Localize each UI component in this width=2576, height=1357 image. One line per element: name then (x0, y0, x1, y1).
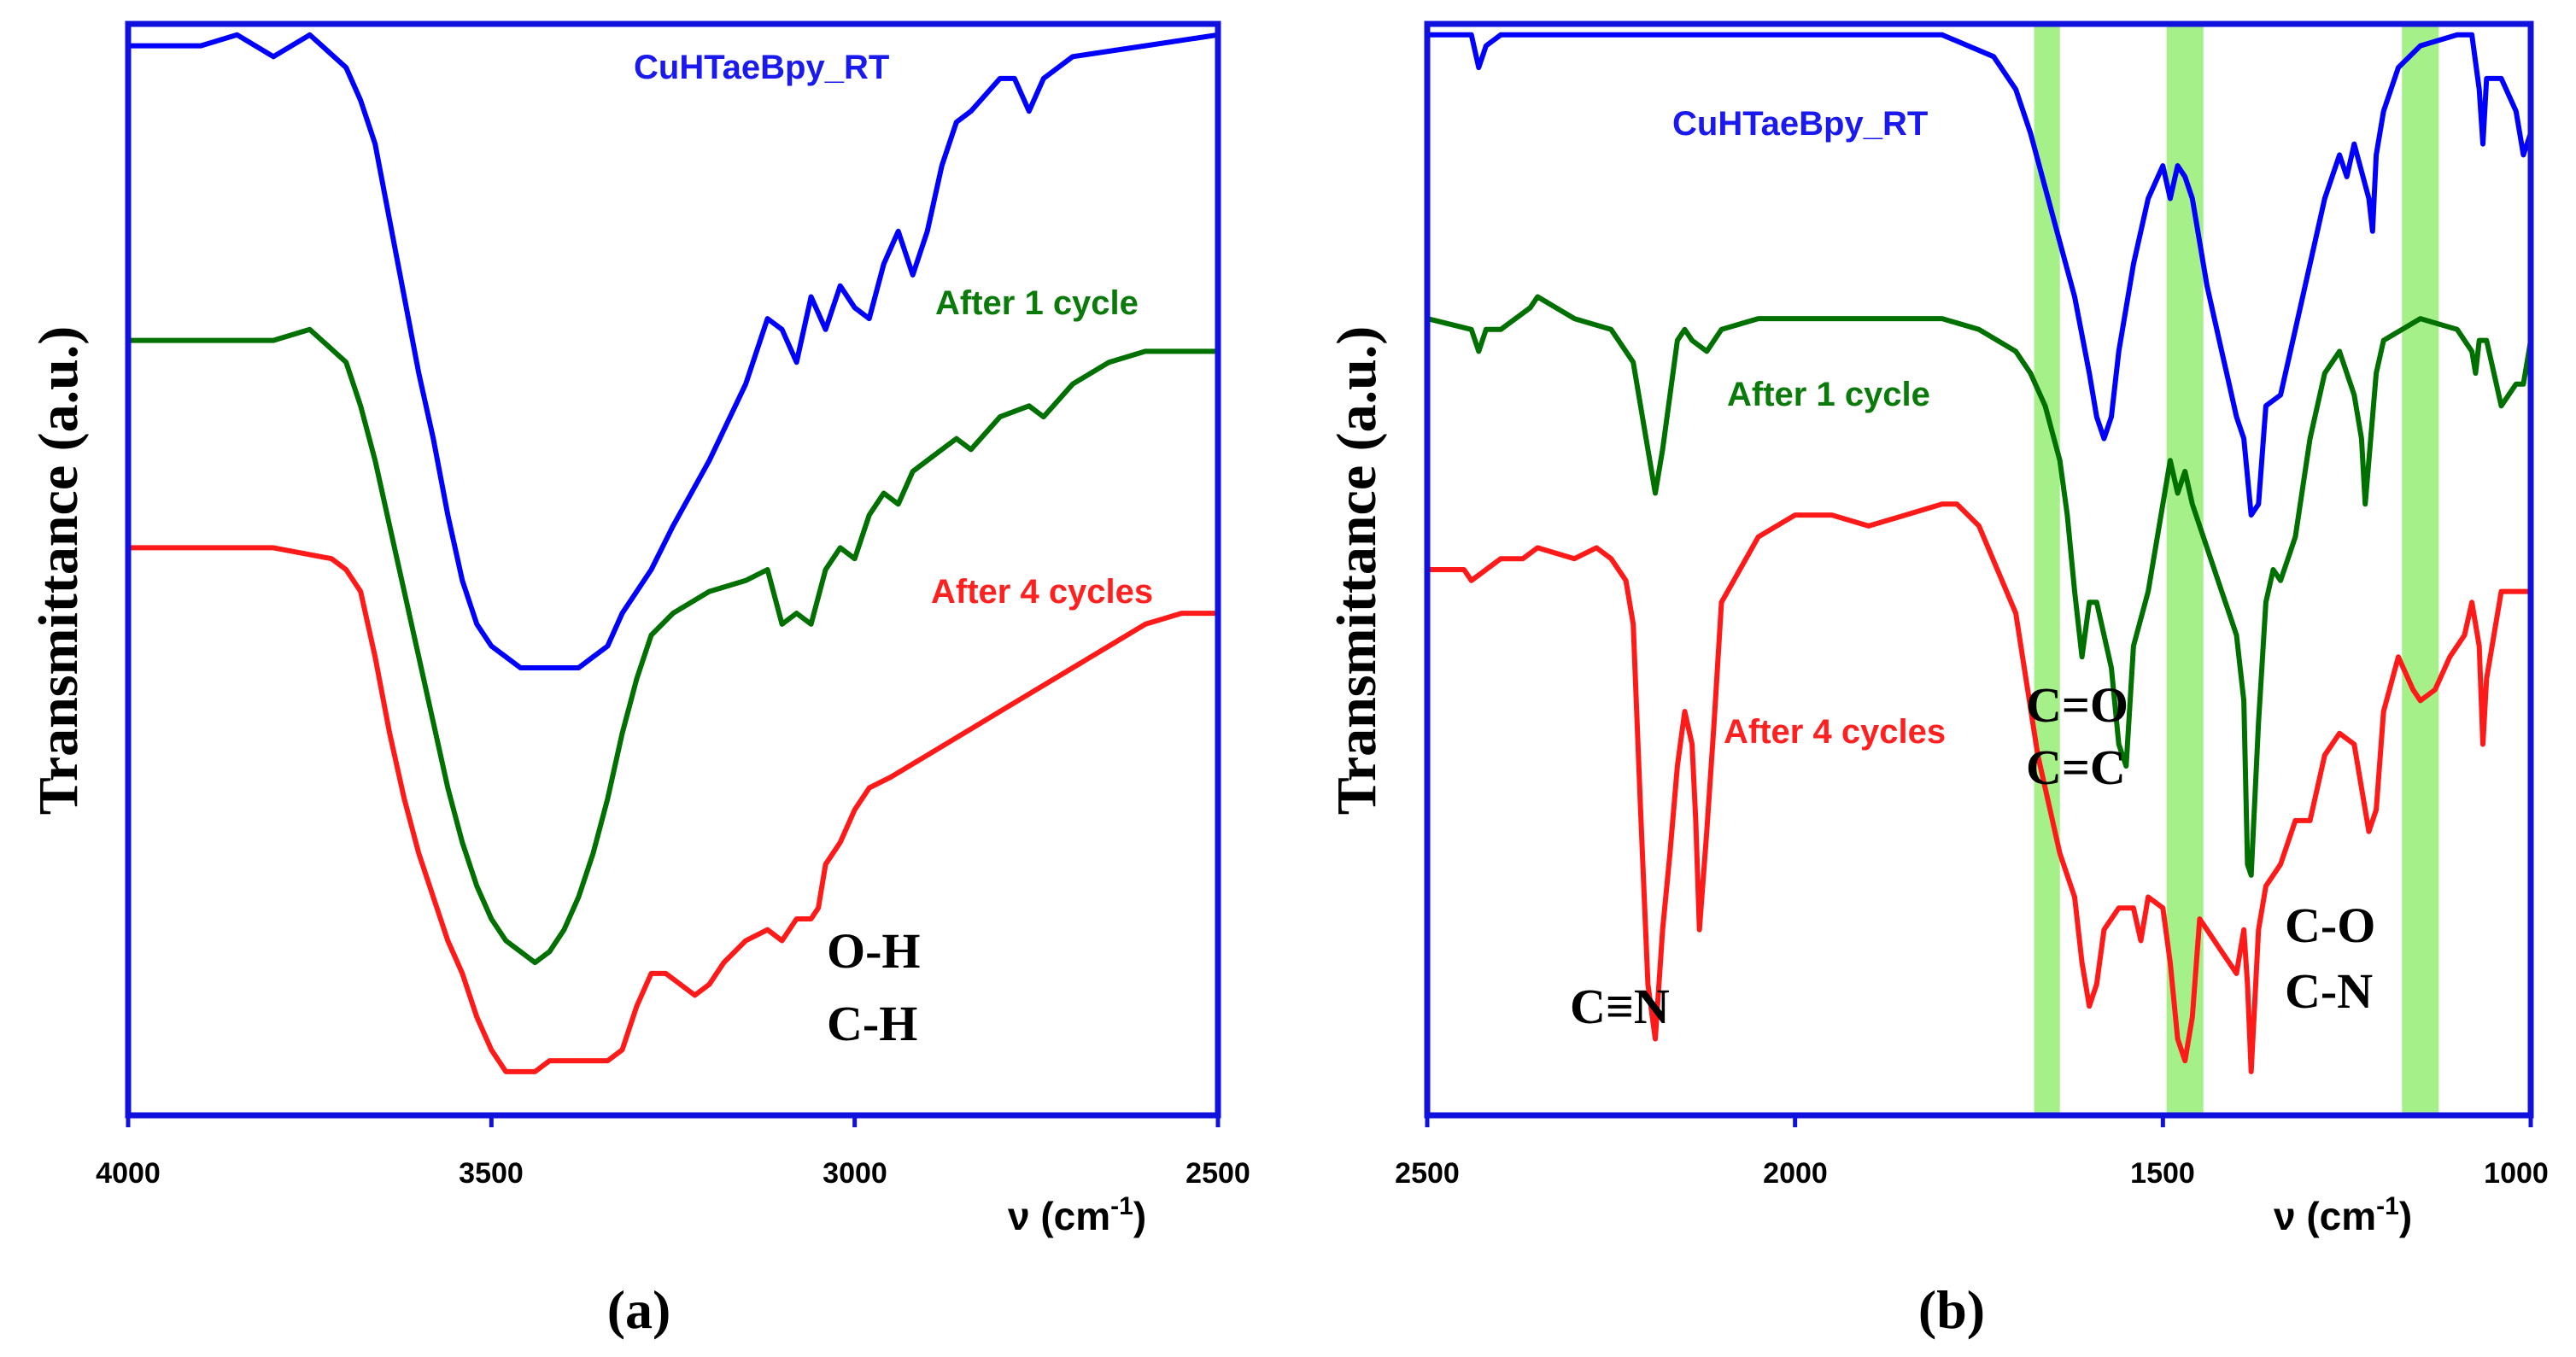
panel-b-series-label-cuhtaebpy: CuHTaeBpy_RT (1672, 105, 1928, 143)
panel-a-label: (a) (607, 1279, 671, 1340)
panel-a-series (126, 32, 1221, 1074)
panel-b-x-axis-label: ν (cm-1) (2274, 1192, 2412, 1238)
panel-a-series-label-cuhtaebpy: CuHTaeBpy_RT (634, 49, 889, 86)
panel-b-frame (1424, 20, 2534, 1119)
panel-a-series-label-after-1-cycle: After 1 cycle (935, 284, 1139, 322)
panel-b-highlight-bands (2034, 24, 2439, 1115)
panel-b-series-after-4-cycles (1425, 501, 2533, 1074)
panel-b-tick-label: 2000 (1763, 1157, 1828, 1190)
panel-a-series-after-4-cycles (126, 545, 1221, 1074)
panel-a: 4000 3500 3000 2500 ν (cm-1) Transmittan… (27, 20, 1250, 1340)
panel-a-x-ticks (126, 1115, 1221, 1127)
panel-b-series (1425, 32, 2533, 1074)
panel-b-annotation-cn-single: C-N (2285, 963, 2373, 1019)
panel-a-series-after-1-cycle (126, 326, 1221, 966)
panel-b-annotation-cc-double: C=C (2026, 740, 2126, 795)
panel-a-tick-label: 2500 (1186, 1157, 1250, 1190)
panel-a-tick-label: 3000 (823, 1157, 887, 1190)
panel-b-series-label-after-1-cycle: After 1 cycle (1727, 376, 1930, 413)
panel-b-label: (b) (1918, 1279, 1985, 1340)
panel-b-annotation-co-double: C=O (2026, 677, 2128, 733)
panel-a-series-cuhtaebpy-rt (126, 32, 1221, 670)
panel-b-tick-label: 1500 (2130, 1157, 2195, 1190)
panel-b-series-cuhtaebpy-rt (1425, 32, 2533, 518)
panel-b-annotation-cn-triple: C≡N (1570, 979, 1670, 1034)
panel-a-annotation-ch: C-H (827, 996, 917, 1051)
panel-b-tick-label: 2500 (1395, 1157, 1460, 1190)
panel-a-x-axis-label: ν (cm-1) (1008, 1192, 1146, 1238)
panel-b-y-axis-label: Transmittance (a.u.) (1326, 326, 1388, 816)
panel-b-x-ticks (1425, 1115, 2533, 1127)
panel-b-series-after-1-cycle (1425, 294, 2533, 878)
panel-b-annotation-co-single: C-O (2285, 898, 2375, 953)
panel-b-tick-label: 1000 (2484, 1157, 2549, 1190)
panel-b: 2500 2000 1500 1000 ν (cm-1) Transmittan… (1326, 20, 2549, 1340)
panel-b-series-label-after-4-cycles: After 4 cycles (1724, 713, 1946, 751)
panel-a-annotation-oh: O-H (827, 923, 921, 979)
panel-b-highlight-band (2402, 24, 2439, 1115)
panel-a-tick-label: 3500 (459, 1157, 524, 1190)
panel-a-frame (125, 20, 1221, 1119)
panel-a-y-axis-label: Transmittance (a.u.) (27, 326, 90, 816)
panel-b-highlight-band (2034, 24, 2060, 1115)
panel-a-tick-label: 4000 (96, 1157, 161, 1190)
panel-a-series-label-after-4-cycles: After 4 cycles (931, 573, 1153, 611)
